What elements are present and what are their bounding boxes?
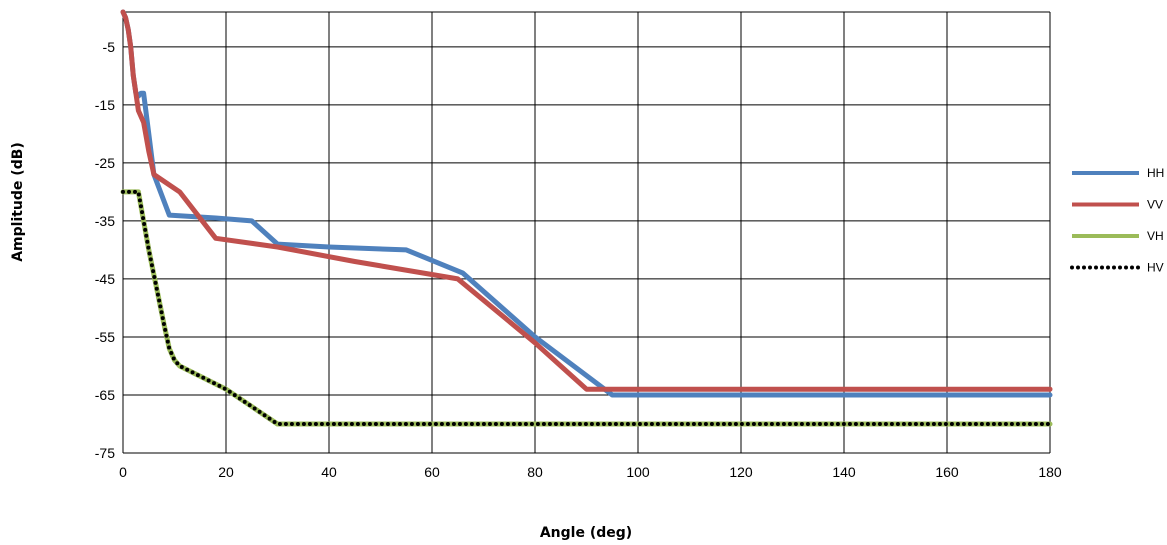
x-tick-label: 180 — [1038, 464, 1062, 480]
y-tick-labels: -5 -15 -25 -35 -45 -55 -65 -75 — [95, 39, 115, 461]
series-layer — [120, 9, 1053, 427]
legend-label-vv: VV — [1147, 198, 1163, 212]
legend: HH VV VH HV — [1070, 166, 1164, 275]
series-line-hv — [121, 189, 1052, 426]
x-tick-label: 20 — [218, 464, 234, 480]
x-tick-label: 160 — [935, 464, 959, 480]
x-tick-labels: 0 20 40 60 80 100 120 140 160 180 — [119, 464, 1062, 480]
legend-label-vh: VH — [1147, 229, 1164, 243]
x-tick-label: 0 — [119, 464, 127, 480]
x-tick-label: 80 — [527, 464, 543, 480]
y-axis-title: Amplitude (dB) — [10, 142, 26, 262]
x-axis-title: Angle (deg) — [540, 525, 632, 541]
x-tick-label: 40 — [321, 464, 337, 480]
x-tick-label: 100 — [626, 464, 650, 480]
series-line-hh — [120, 9, 1053, 398]
x-tick-label: 60 — [424, 464, 440, 480]
grid — [122, 11, 1051, 454]
y-tick-label: -25 — [95, 155, 115, 171]
y-tick-label: -45 — [95, 271, 115, 287]
legend-label-hh: HH — [1147, 166, 1164, 180]
x-tick-label: 120 — [729, 464, 753, 480]
x-tick-label: 140 — [832, 464, 856, 480]
series-line-vv — [120, 9, 1053, 392]
legend-label-hv: HV — [1147, 261, 1164, 275]
y-tick-label: -65 — [95, 387, 115, 403]
y-tick-label: -55 — [95, 329, 115, 345]
y-tick-label: -75 — [95, 445, 115, 461]
y-tick-label: -5 — [103, 39, 116, 55]
y-tick-label: -35 — [95, 213, 115, 229]
y-tick-label: -15 — [95, 97, 115, 113]
